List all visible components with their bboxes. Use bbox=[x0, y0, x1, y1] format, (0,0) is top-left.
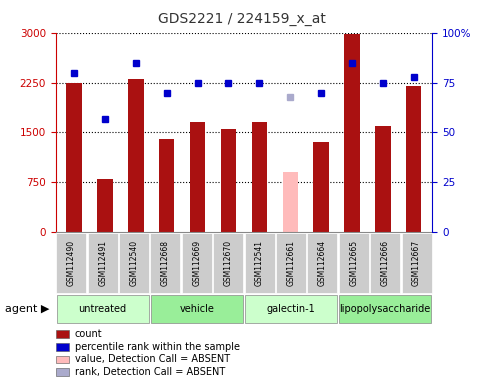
Text: GSM112661: GSM112661 bbox=[286, 240, 296, 286]
Text: GSM112664: GSM112664 bbox=[318, 240, 327, 286]
Text: GSM112491: GSM112491 bbox=[98, 240, 107, 286]
Text: GSM112667: GSM112667 bbox=[412, 240, 421, 286]
Bar bbox=[97, 179, 113, 232]
Bar bbox=[221, 129, 236, 232]
Bar bbox=[159, 139, 174, 232]
Bar bbox=[344, 34, 360, 232]
Bar bbox=[128, 79, 143, 232]
Text: agent ▶: agent ▶ bbox=[5, 304, 49, 314]
Text: GSM112541: GSM112541 bbox=[255, 240, 264, 286]
Bar bbox=[375, 126, 391, 232]
Bar bbox=[66, 83, 82, 232]
Bar bbox=[313, 142, 329, 232]
Text: GSM112670: GSM112670 bbox=[224, 240, 233, 286]
Text: rank, Detection Call = ABSENT: rank, Detection Call = ABSENT bbox=[75, 367, 225, 377]
Bar bbox=[252, 122, 267, 232]
Text: count: count bbox=[75, 329, 102, 339]
Text: GDS2221 / 224159_x_at: GDS2221 / 224159_x_at bbox=[157, 12, 326, 26]
Text: untreated: untreated bbox=[79, 304, 127, 314]
Text: percentile rank within the sample: percentile rank within the sample bbox=[75, 342, 240, 352]
Text: GSM112669: GSM112669 bbox=[192, 240, 201, 286]
Bar bbox=[190, 122, 205, 232]
Text: GSM112666: GSM112666 bbox=[381, 240, 390, 286]
Text: value, Detection Call = ABSENT: value, Detection Call = ABSENT bbox=[75, 354, 230, 364]
Text: GSM112490: GSM112490 bbox=[67, 240, 76, 286]
Bar bbox=[406, 86, 422, 232]
Bar bbox=[283, 172, 298, 232]
Text: vehicle: vehicle bbox=[179, 304, 214, 314]
Text: GSM112540: GSM112540 bbox=[129, 240, 139, 286]
Text: galectin-1: galectin-1 bbox=[267, 304, 315, 314]
Text: GSM112665: GSM112665 bbox=[349, 240, 358, 286]
Text: lipopolysaccharide: lipopolysaccharide bbox=[340, 304, 431, 314]
Text: GSM112668: GSM112668 bbox=[161, 240, 170, 286]
